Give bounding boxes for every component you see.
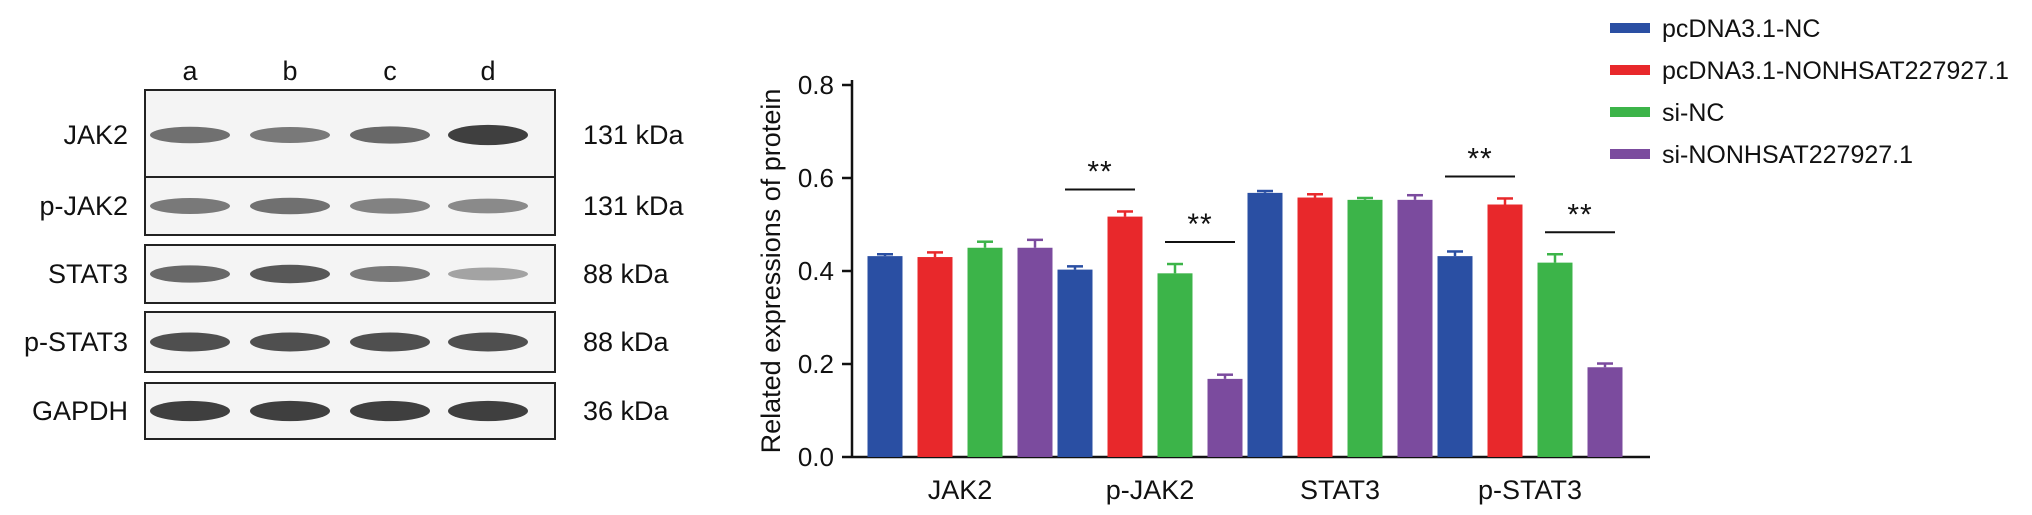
blot-band bbox=[150, 126, 230, 144]
blot-band bbox=[150, 332, 230, 352]
blot-band bbox=[350, 198, 430, 214]
legend-label: si-NC bbox=[1662, 99, 1725, 127]
molecular-weight-label: 131 kDa bbox=[583, 191, 685, 221]
blot-band bbox=[150, 400, 230, 422]
bar bbox=[1537, 262, 1573, 457]
legend-swatch bbox=[1610, 107, 1650, 117]
bar bbox=[1207, 378, 1243, 457]
chart-legend: pcDNA3.1-NC pcDNA3.1-NONHSAT227927.1 si-NC… bbox=[1610, 15, 2009, 169]
significance-label: ** bbox=[1567, 198, 1592, 231]
blot-band bbox=[250, 400, 330, 422]
bar bbox=[917, 257, 953, 457]
blot-row-label: STAT3 bbox=[48, 259, 128, 289]
blot-band bbox=[448, 400, 528, 422]
western-blot-panel: a b c d JAK2 131 kDa p-JAK2 131 kDa STAT3 88 kDa p… bbox=[24, 56, 685, 440]
blot-band bbox=[350, 266, 430, 282]
blot-band bbox=[448, 124, 528, 146]
y-axis-title: Related expressions of protein bbox=[756, 89, 786, 454]
chart-bars bbox=[867, 189, 1623, 458]
y-tick-label: 0.6 bbox=[798, 163, 834, 193]
legend-swatch bbox=[1610, 149, 1650, 159]
molecular-weight-label: 88 kDa bbox=[583, 259, 670, 289]
bar bbox=[967, 247, 1003, 457]
significance-markers: ** ** ** ** bbox=[1065, 142, 1615, 244]
x-category-label: p-STAT3 bbox=[1478, 475, 1582, 505]
bar-chart-panel: 0.0 0.2 0.4 0.6 0.8 Related expressions of pr… bbox=[756, 15, 2009, 505]
bar bbox=[1157, 273, 1193, 457]
x-category-label: p-JAK2 bbox=[1106, 475, 1195, 505]
y-tick-label: 0.2 bbox=[798, 349, 834, 379]
bar bbox=[1347, 199, 1383, 458]
blot-band bbox=[448, 267, 528, 281]
blot-band bbox=[250, 264, 330, 284]
blot-band bbox=[350, 126, 430, 144]
lane-label-a: a bbox=[182, 56, 198, 86]
blot-band bbox=[250, 127, 330, 143]
blot-band bbox=[250, 332, 330, 352]
significance-label: ** bbox=[1187, 208, 1212, 241]
legend-swatch bbox=[1610, 23, 1650, 33]
blot-band bbox=[448, 198, 528, 214]
bar bbox=[1057, 269, 1093, 457]
blot-row-label: JAK2 bbox=[63, 120, 128, 150]
legend-swatch bbox=[1610, 65, 1650, 75]
x-category-label: STAT3 bbox=[1300, 475, 1380, 505]
y-tick-label: 0.0 bbox=[798, 442, 834, 472]
y-tick-label: 0.4 bbox=[798, 256, 834, 286]
bar bbox=[1397, 199, 1433, 458]
x-category-label: JAK2 bbox=[928, 475, 993, 505]
blot-row-label: GAPDH bbox=[32, 396, 128, 426]
lane-label-c: c bbox=[383, 56, 397, 86]
molecular-weight-label: 88 kDa bbox=[583, 327, 670, 357]
significance-label: ** bbox=[1087, 155, 1112, 188]
significance-label: ** bbox=[1467, 142, 1492, 175]
bar bbox=[1487, 204, 1523, 457]
lane-label-b: b bbox=[282, 56, 297, 86]
legend-label: pcDNA3.1-NONHSAT227927.1 bbox=[1662, 57, 2009, 85]
bar bbox=[1017, 247, 1053, 457]
blot-band bbox=[150, 198, 230, 214]
blot-band bbox=[350, 400, 430, 422]
bar bbox=[867, 256, 903, 457]
legend-label: pcDNA3.1-NC bbox=[1662, 15, 1820, 43]
molecular-weight-label: 131 kDa bbox=[583, 120, 685, 150]
blot-band bbox=[250, 197, 330, 215]
blot-row-label: p-STAT3 bbox=[24, 327, 128, 357]
blot-row-label: p-JAK2 bbox=[39, 191, 128, 221]
y-tick-label: 0.8 bbox=[798, 70, 834, 100]
lane-label-d: d bbox=[480, 56, 495, 86]
bar bbox=[1437, 256, 1473, 457]
blot-band bbox=[150, 265, 230, 283]
blot-band bbox=[448, 332, 528, 352]
bar bbox=[1247, 192, 1283, 457]
molecular-weight-label: 36 kDa bbox=[583, 396, 670, 426]
legend-label: si-NONHSAT227927.1 bbox=[1662, 141, 1913, 169]
blot-band bbox=[350, 332, 430, 352]
bar bbox=[1587, 367, 1623, 457]
bar bbox=[1297, 197, 1333, 457]
bar bbox=[1107, 216, 1143, 457]
